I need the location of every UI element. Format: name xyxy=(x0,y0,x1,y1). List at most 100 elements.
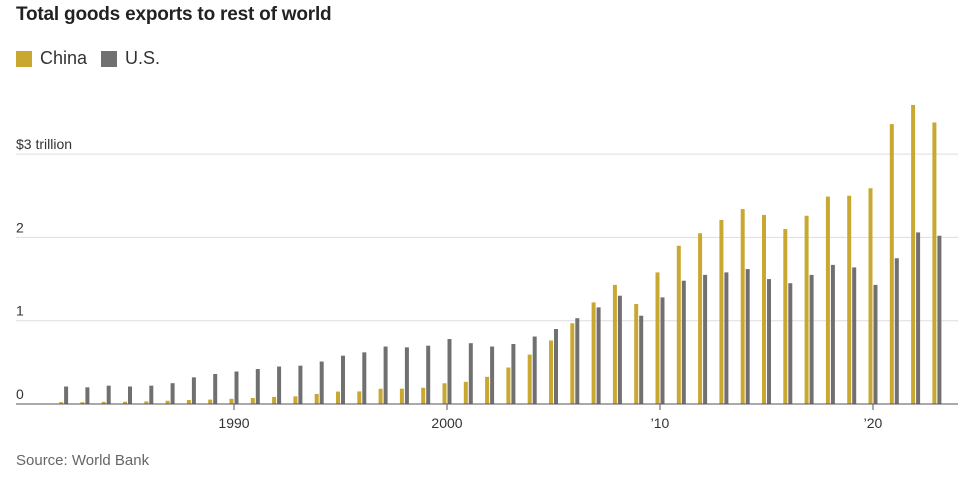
bar-us xyxy=(213,374,218,404)
bar-china xyxy=(485,376,490,404)
bar-us xyxy=(809,274,814,404)
bar-us xyxy=(873,284,878,404)
y-tick-label: $3 trillion xyxy=(16,136,72,152)
bar-us xyxy=(745,269,750,404)
bar-china xyxy=(591,302,596,404)
bar-us xyxy=(724,272,729,404)
bar-china xyxy=(740,209,745,404)
bar-us xyxy=(106,385,111,404)
bar-us xyxy=(362,352,367,404)
bar-us xyxy=(703,274,708,404)
bar-china xyxy=(336,391,340,404)
bar-china xyxy=(80,402,85,404)
bar-us xyxy=(639,315,644,404)
bar-us xyxy=(554,329,558,404)
bar-us xyxy=(937,235,942,404)
bar-us xyxy=(511,344,516,404)
legend-item-china: China xyxy=(16,48,87,69)
bar-china xyxy=(165,400,170,404)
legend-label-china: China xyxy=(40,48,88,68)
bar-china xyxy=(186,400,191,404)
bar-us xyxy=(681,280,686,404)
bar-us xyxy=(277,366,282,404)
bar-china xyxy=(911,104,916,404)
bar-china xyxy=(783,229,788,404)
bar-china xyxy=(250,398,255,404)
bar-china xyxy=(676,245,681,404)
bar-china xyxy=(59,402,64,404)
y-tick-label: 0 xyxy=(16,386,24,402)
bar-us xyxy=(383,346,388,404)
bar-china xyxy=(208,399,213,404)
bar-china xyxy=(272,396,277,404)
x-tick-label: 2000 xyxy=(431,415,462,431)
bar-us xyxy=(128,386,132,404)
bar-us xyxy=(852,267,857,404)
bar-us xyxy=(894,258,899,404)
legend: China U.S. xyxy=(16,48,174,69)
legend-label-us: U.S. xyxy=(125,48,161,68)
bar-us xyxy=(426,345,431,404)
bar-china xyxy=(698,233,703,404)
bar-us xyxy=(617,295,622,404)
x-tick-label: 1990 xyxy=(218,415,249,431)
legend-swatch-china xyxy=(16,50,32,67)
y-tick-label: 1 xyxy=(16,303,24,319)
legend-swatch-us xyxy=(101,50,118,67)
chart-title: Total goods exports to rest of world xyxy=(16,4,332,25)
bar-china xyxy=(229,398,234,404)
bar-china xyxy=(101,401,106,404)
bar-us xyxy=(767,279,771,404)
x-tick-label: ’10 xyxy=(651,415,670,431)
bar-china xyxy=(549,340,553,404)
bar-china xyxy=(506,367,511,404)
bar-us xyxy=(490,346,495,404)
bar-us xyxy=(170,383,175,404)
bar-us xyxy=(916,232,921,404)
bar-chart: 0 1 2 $3 trillion 1990 2000 ’10 ’20 xyxy=(16,104,958,431)
bar-china xyxy=(123,401,127,404)
bar-china xyxy=(804,215,809,404)
bar-us xyxy=(404,347,409,404)
x-tick-label: ’20 xyxy=(864,415,883,431)
bar-china xyxy=(762,214,766,404)
bar-china xyxy=(527,354,532,404)
bar-china xyxy=(655,272,660,404)
bar-china xyxy=(144,401,149,404)
bar-china xyxy=(868,188,873,404)
bar-us xyxy=(447,339,452,404)
bar-china xyxy=(421,387,426,404)
bar-china xyxy=(570,323,575,404)
bar-us xyxy=(64,386,69,404)
bar-china xyxy=(847,195,852,404)
legend-item-us: U.S. xyxy=(101,48,160,69)
bar-us xyxy=(191,377,196,404)
source-note: Source: World Bank xyxy=(16,452,150,469)
bar-china xyxy=(932,122,937,405)
bar-china xyxy=(463,381,468,404)
bar-china xyxy=(314,393,319,404)
bar-us xyxy=(298,365,303,404)
bar-china xyxy=(293,396,298,404)
bar-us xyxy=(532,336,537,404)
bar-us xyxy=(468,343,473,404)
bar-us xyxy=(149,385,154,404)
bar-us xyxy=(341,355,345,404)
bar-us xyxy=(319,361,324,404)
bar-china xyxy=(378,388,383,404)
bar-china xyxy=(825,196,830,404)
bar-china xyxy=(357,391,362,404)
bar-china xyxy=(889,124,894,404)
bar-china xyxy=(719,219,724,404)
y-tick-label: 2 xyxy=(16,219,24,235)
bar-us xyxy=(788,283,793,404)
bar-us xyxy=(85,387,90,404)
bar-china xyxy=(634,304,639,404)
bar-china xyxy=(442,383,447,404)
bar-us xyxy=(830,264,835,404)
bar-us xyxy=(234,371,239,404)
bar-china xyxy=(612,284,617,404)
bar-us xyxy=(660,297,665,404)
bar-us xyxy=(255,369,260,404)
bar-us xyxy=(575,318,580,404)
